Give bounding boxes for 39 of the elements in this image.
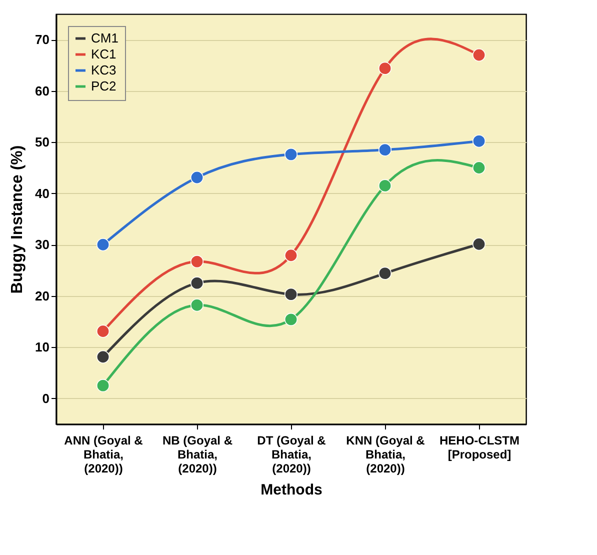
point <box>96 379 110 392</box>
y-tick-label: 40 <box>35 186 50 201</box>
x-tick-label: NB (Goyal & Bhatia, (2020)) <box>162 434 233 476</box>
x-tick-label: DT (Goyal & Bhatia, (2020)) <box>257 434 326 476</box>
point <box>190 298 204 312</box>
point <box>378 62 392 75</box>
x-tick-label: KNN (Goyal & Bhatia, (2020)) <box>346 434 426 476</box>
point <box>378 266 392 280</box>
x-tick-label: HEHO-CLSTM [Proposed] <box>440 434 520 462</box>
x-axis-title: Methods <box>260 482 322 498</box>
point <box>190 170 204 184</box>
y-axis-title: Buggy Instance (%) <box>9 145 26 294</box>
legend-label: CM1 <box>91 30 118 46</box>
legend-label: PC2 <box>91 78 116 94</box>
legend-label: KC1 <box>91 46 116 62</box>
point <box>190 276 204 290</box>
x-tick-label: ANN (Goyal & Bhatia, (2020)) <box>64 434 144 476</box>
point <box>284 148 298 161</box>
y-tick-label: 0 <box>42 390 50 406</box>
point <box>96 350 110 364</box>
point <box>472 48 486 62</box>
y-tick-label: 70 <box>35 32 50 48</box>
y-tick-label: 50 <box>35 134 50 150</box>
point <box>190 255 204 268</box>
point <box>284 288 298 301</box>
point <box>284 312 298 326</box>
y-tick-label: 10 <box>35 340 50 355</box>
point <box>96 238 110 252</box>
point <box>96 324 110 338</box>
point <box>472 238 486 251</box>
legend-label: KC3 <box>91 62 116 78</box>
y-tick-label: 30 <box>35 237 50 252</box>
point <box>284 248 298 262</box>
y-tick-label: 20 <box>35 288 50 304</box>
point <box>472 134 486 148</box>
point <box>378 143 392 156</box>
y-tick-label: 60 <box>35 83 50 98</box>
point <box>472 161 486 174</box>
point <box>378 179 392 192</box>
